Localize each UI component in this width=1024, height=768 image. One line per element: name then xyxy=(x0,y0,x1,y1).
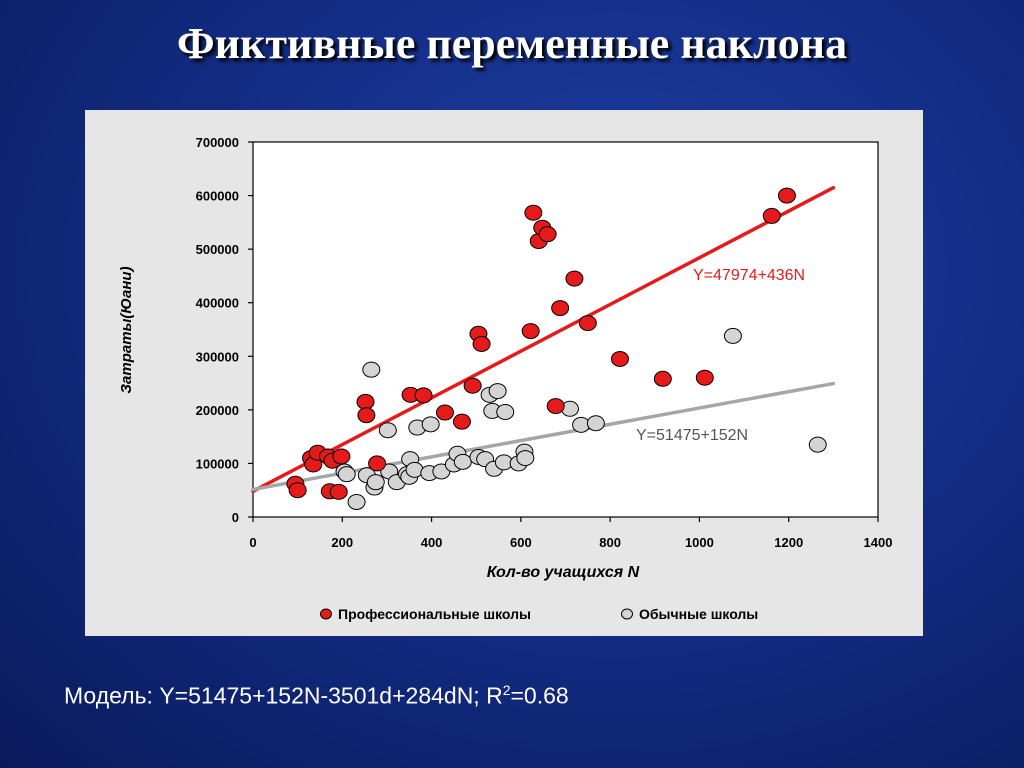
point-regular xyxy=(586,415,605,432)
point-professional xyxy=(472,335,491,352)
x-tick-label: 200 xyxy=(331,535,353,550)
model-equation-prefix: Модель: Y=51475+152N-3501d+284dN; R xyxy=(64,682,503,709)
point-regular xyxy=(723,327,742,344)
model-equation: Модель: Y=51475+152N-3501d+284dN; R2=0.6… xyxy=(64,682,569,710)
x-axis-label-var: N xyxy=(628,564,640,581)
point-professional xyxy=(414,387,433,404)
legend-label-regular: Обычные школы xyxy=(639,606,758,622)
point-professional xyxy=(578,315,597,332)
y-tick-label: 600000 xyxy=(196,189,239,204)
x-tick-label: 1000 xyxy=(685,535,714,550)
y-tick-label: 500000 xyxy=(196,242,239,257)
slide-title: Фиктивные переменные наклона xyxy=(176,19,848,68)
point-professional xyxy=(551,300,570,317)
legend-marker-regular xyxy=(621,608,633,620)
point-professional xyxy=(463,377,482,394)
point-professional xyxy=(332,448,351,465)
x-tick-label: 1200 xyxy=(774,535,803,550)
point-regular xyxy=(366,474,385,491)
point-professional xyxy=(521,323,540,340)
point-regular xyxy=(337,466,356,483)
axis-labels: Y=47974+436N Y=51475+152N Затраты(Юани) Кол… xyxy=(118,266,805,581)
legend-label-professional: Профессиональные школы xyxy=(338,606,531,622)
point-regular xyxy=(488,383,507,400)
point-regular xyxy=(405,461,424,478)
data-points xyxy=(286,187,827,510)
point-professional xyxy=(368,455,387,472)
regression-label-professional: Y=47974+436N xyxy=(693,267,805,284)
x-tick-label: 600 xyxy=(510,535,532,550)
point-regular xyxy=(378,422,397,439)
chart-legend: Профессиональные школы Обычные школы xyxy=(320,606,758,622)
x-axis-label-text: Кол-во учащихся xyxy=(487,564,628,581)
y-tick-label: 400000 xyxy=(196,296,239,311)
x-tick-label: 0 xyxy=(249,535,256,550)
point-professional xyxy=(610,350,629,367)
point-professional xyxy=(565,270,584,287)
point-regular xyxy=(362,361,381,378)
legend-marker-professional xyxy=(320,608,332,620)
point-regular xyxy=(516,450,535,467)
y-tick-label: 300000 xyxy=(196,349,239,364)
point-professional xyxy=(452,413,471,430)
point-regular xyxy=(453,453,472,470)
point-regular xyxy=(421,416,440,433)
x-tick-label: 1400 xyxy=(864,535,893,550)
point-professional xyxy=(538,226,557,243)
x-axis-label: Кол-во учащихся N xyxy=(487,564,640,581)
x-tick-label: 400 xyxy=(421,535,443,550)
y-tick-label: 200000 xyxy=(196,403,239,418)
point-professional xyxy=(777,187,796,204)
y-axis-label: Затраты(Юани) xyxy=(118,266,135,393)
point-professional xyxy=(653,370,672,387)
point-professional xyxy=(356,393,375,410)
chart-panel: 0 100000 200000 300000 400000 500000 600000 700… xyxy=(85,110,923,636)
point-professional xyxy=(524,204,543,221)
point-professional xyxy=(435,404,454,421)
point-professional xyxy=(695,369,714,386)
regression-label-regular: Y=51475+152N xyxy=(636,427,748,444)
point-professional xyxy=(357,407,376,424)
model-equation-suffix: =0.68 xyxy=(510,682,569,709)
x-tick-label: 800 xyxy=(599,535,621,550)
point-professional xyxy=(288,482,307,499)
regression-line xyxy=(251,185,836,494)
y-tick-label: 100000 xyxy=(196,456,239,471)
model-equation-sup: 2 xyxy=(502,682,511,698)
point-regular xyxy=(347,494,366,510)
point-professional xyxy=(329,483,348,500)
y-tick-label: 0 xyxy=(232,510,239,525)
point-regular xyxy=(496,404,515,420)
point-professional xyxy=(546,398,565,415)
point-regular xyxy=(808,436,827,453)
point-professional xyxy=(762,207,781,224)
y-tick-label: 700000 xyxy=(196,135,239,150)
scatter-chart: 0 100000 200000 300000 400000 500000 600000 700… xyxy=(118,135,893,622)
chart-axes: 0 100000 200000 300000 400000 500000 600000 700… xyxy=(196,135,893,550)
